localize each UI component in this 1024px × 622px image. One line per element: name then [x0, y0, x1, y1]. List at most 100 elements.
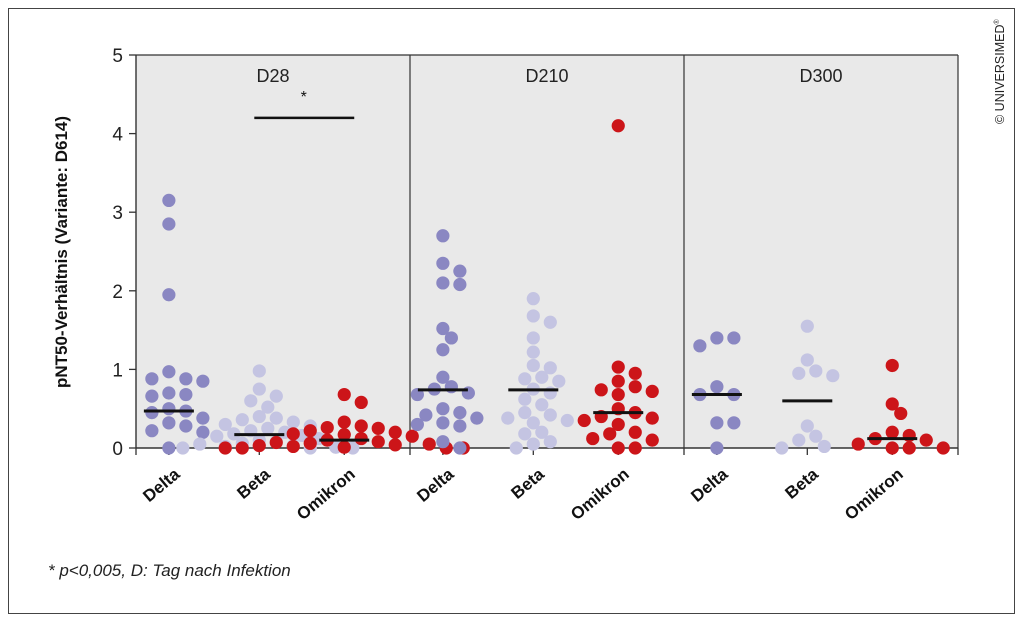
data-point-d210-omikron [603, 427, 617, 441]
panel-background-d300 [684, 55, 958, 448]
data-point-d300-omikron [902, 441, 916, 455]
data-point-d210-beta [501, 411, 515, 425]
data-point-d210-beta [526, 437, 540, 451]
data-point-d210-omikron [586, 431, 600, 446]
x-tick-label-delta: Delta [687, 464, 731, 506]
data-point-d28-beta [176, 441, 190, 455]
data-point-d210-omikron [645, 384, 659, 399]
data-point-d28-omikron [235, 441, 249, 455]
data-point-d210-beta [560, 413, 574, 428]
data-point-d210-omikron [611, 119, 625, 133]
data-point-d300-omikron [919, 433, 933, 447]
y-tick-label: 2 [112, 282, 123, 303]
data-point-d300-beta [800, 353, 814, 367]
data-point-d28-delta [145, 389, 159, 403]
data-point-d300-delta [693, 339, 707, 353]
data-point-d300-beta [809, 364, 823, 378]
data-point-d210-omikron [645, 411, 659, 425]
y-tick-label: 5 [112, 46, 123, 67]
data-point-d28-omikron [422, 437, 436, 451]
data-point-d300-beta [775, 441, 789, 455]
data-point-d28-beta [210, 429, 224, 443]
data-point-d28-delta [145, 424, 159, 438]
data-point-d210-delta [436, 435, 450, 449]
data-point-d210-beta [535, 370, 549, 384]
data-point-d28-beta [244, 394, 258, 408]
data-point-d210-beta [543, 361, 557, 375]
data-point-d210-beta [518, 427, 532, 441]
panel-background-d28 [136, 55, 410, 448]
data-point-d210-beta [552, 374, 566, 388]
data-point-d210-beta [509, 441, 523, 455]
data-point-d300-delta [727, 331, 741, 345]
data-point-d210-beta [526, 331, 540, 345]
data-point-d28-omikron [388, 425, 402, 439]
x-tick-label-omikron: Omikron [293, 465, 359, 524]
data-point-d300-beta [800, 419, 814, 433]
data-point-d28-delta [179, 387, 193, 402]
copyright-label: © UNIVERSIMED® [993, 19, 1007, 124]
data-point-d210-omikron [611, 374, 625, 388]
data-point-d28-omikron [371, 435, 385, 449]
data-point-d210-beta [535, 425, 549, 439]
data-point-d210-delta [436, 402, 450, 416]
data-point-d210-omikron [628, 441, 642, 455]
data-point-d300-delta [710, 331, 724, 345]
data-point-d28-delta [162, 416, 176, 430]
panel-title-d300: D300 [799, 66, 842, 86]
data-point-d28-omikron [354, 419, 368, 433]
data-point-d300-omikron [885, 441, 899, 455]
data-point-d210-delta [436, 276, 450, 290]
data-point-d28-omikron [252, 439, 266, 453]
data-point-d28-beta [252, 364, 266, 378]
data-point-d28-omikron [303, 436, 317, 450]
data-point-d300-delta [710, 441, 724, 455]
data-point-d28-omikron [269, 435, 283, 450]
data-point-d210-delta [444, 331, 458, 345]
registered-mark: ® [993, 19, 1001, 25]
y-axis-label: pNT50-Verhältnis (Variante: D614) [52, 116, 71, 388]
data-point-d28-delta [145, 406, 159, 420]
data-point-d28-delta [179, 419, 193, 433]
data-point-d28-delta [196, 374, 210, 388]
data-point-d300-delta [710, 380, 724, 394]
data-point-d28-delta [145, 372, 159, 386]
significance-marker: * [301, 89, 307, 106]
data-point-d28-delta [162, 365, 176, 379]
data-point-d210-delta [436, 370, 450, 384]
copyright-text: © UNIVERSIMED [993, 24, 1007, 125]
data-point-d300-delta [727, 416, 741, 430]
data-point-d210-delta [470, 411, 484, 425]
data-point-d28-beta [261, 400, 275, 414]
data-point-d300-omikron [936, 441, 950, 455]
data-point-d210-omikron [577, 413, 591, 428]
data-point-d300-beta [800, 319, 814, 333]
data-point-d28-beta [269, 411, 283, 425]
x-tick-label-beta: Beta [233, 464, 274, 503]
data-point-d28-beta [286, 415, 300, 429]
data-point-d28-delta [162, 441, 176, 455]
data-point-d28-omikron [337, 387, 351, 402]
figure-frame [8, 8, 1015, 614]
data-point-d210-delta [436, 343, 450, 357]
y-tick-label: 4 [112, 125, 123, 146]
data-point-d210-beta [526, 345, 540, 359]
data-point-d28-omikron [405, 429, 419, 443]
data-point-d210-delta [436, 229, 450, 243]
data-point-d210-omikron [611, 360, 625, 374]
data-point-d300-omikron [885, 425, 899, 439]
data-point-d300-beta [817, 439, 831, 454]
data-point-d210-beta [518, 406, 532, 420]
data-point-d28-omikron [337, 440, 351, 454]
data-point-d210-omikron [611, 441, 625, 455]
data-point-d210-delta [453, 441, 467, 455]
data-point-d210-omikron [628, 425, 642, 439]
y-tick-label: 0 [112, 439, 123, 460]
data-point-d210-delta [453, 419, 467, 433]
data-point-d210-omikron [611, 417, 625, 432]
data-point-d210-delta [419, 408, 433, 422]
data-point-d28-beta [252, 409, 266, 424]
panel-title-d210: D210 [525, 66, 568, 86]
panel-title-d28: D28 [256, 66, 289, 86]
